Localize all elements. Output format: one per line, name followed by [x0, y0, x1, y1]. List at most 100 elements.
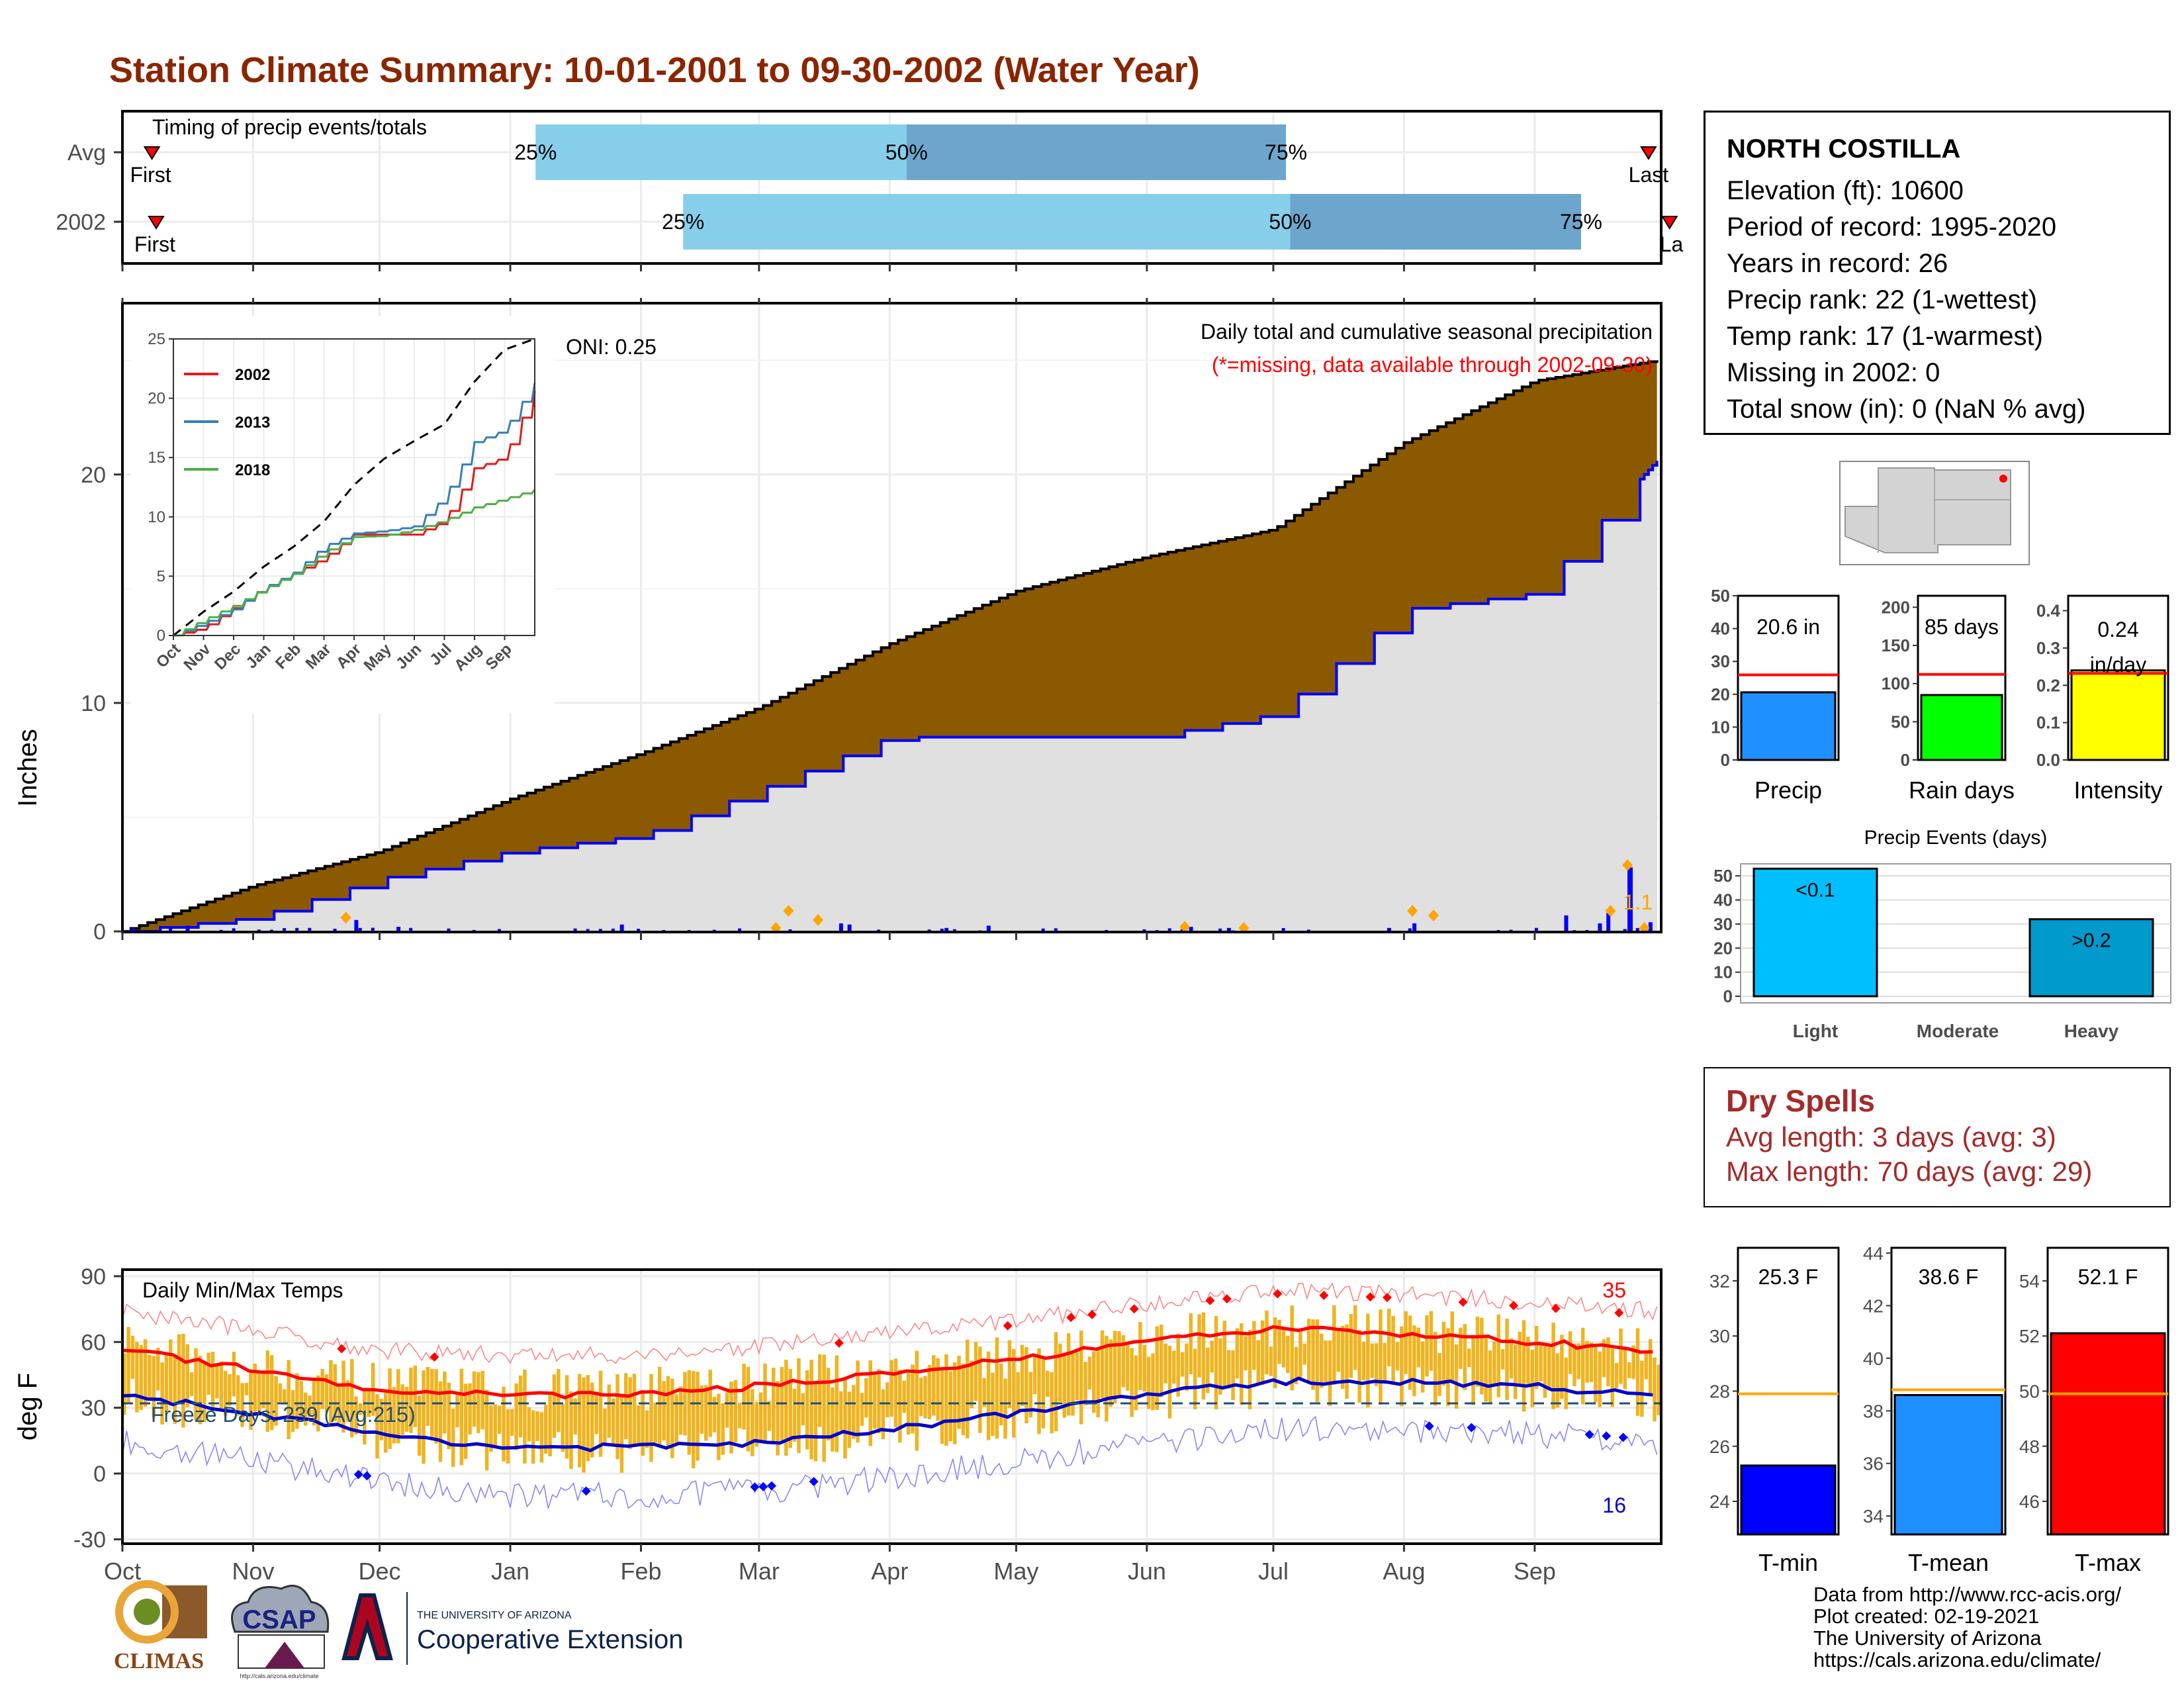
- daily-temp-bar: [1484, 1335, 1488, 1402]
- daily-precip-bar: [637, 929, 641, 931]
- daily-temp-bar: [788, 1369, 792, 1448]
- daily-temp-bar: [1159, 1324, 1163, 1398]
- daily-temp-bar: [1028, 1372, 1033, 1418]
- daily-temp-bar: [1530, 1349, 1535, 1407]
- daily-precip-bar: [1218, 928, 1222, 931]
- csap-text: CSAP: [242, 1605, 316, 1634]
- daily-temp-bar: [1576, 1343, 1581, 1380]
- daily-precip-bar: [952, 929, 956, 931]
- daily-record-marker: [813, 914, 824, 926]
- daily-temp-bar: [1606, 1337, 1610, 1387]
- events-bar-label: >0.2: [2071, 930, 2111, 952]
- summary-ytick-label: 40: [1711, 619, 1730, 639]
- timing-p50-label: 50%: [886, 140, 928, 164]
- daily-temp-bar: [856, 1360, 860, 1443]
- daily-precip-bar: [409, 927, 413, 931]
- inset-legend-label: 2018: [235, 461, 270, 479]
- daily-temp-bar: [1100, 1330, 1105, 1398]
- daily-precip-bar: [1041, 928, 1045, 931]
- daily-temp-bar: [1324, 1340, 1328, 1385]
- record-high-marker: [1129, 1304, 1139, 1314]
- current-cumulative-area: [122, 461, 1657, 931]
- daily-precip-bar: [1408, 928, 1412, 931]
- footer-line: The University of Arizona: [1813, 1626, 2042, 1650]
- daily-temp-bar: [751, 1389, 754, 1456]
- temp-bar-ytick-label: 44: [1863, 1243, 1884, 1264]
- daily-precip-bar: [839, 923, 843, 931]
- temp-bar-T-mean: [1893, 1393, 2003, 1536]
- daily-temp-bar: [1151, 1353, 1155, 1411]
- daily-temp-bar: [1016, 1372, 1020, 1414]
- daily-temp-bar: [565, 1375, 569, 1459]
- daily-temp-bar: [767, 1401, 772, 1431]
- daily-temp-bar: [295, 1373, 299, 1429]
- daily-temp-bar: [219, 1361, 224, 1410]
- dry-spells-avg: Avg length: 3 days (avg: 3): [1726, 1121, 2056, 1152]
- summary-ytick-label: 0: [1721, 750, 1730, 770]
- daily-temp-bar: [1657, 1364, 1661, 1415]
- daily-temp-bar: [1534, 1325, 1539, 1389]
- daily-temp-bar: [754, 1401, 758, 1447]
- daily-temp-bar: [1644, 1352, 1649, 1380]
- daily-temp-bar: [1539, 1342, 1543, 1382]
- daily-temp-bar: [792, 1389, 797, 1442]
- daily-precip-bar: [877, 929, 881, 931]
- daily-temp-bar: [1391, 1315, 1395, 1385]
- daily-temp-bar: [489, 1405, 493, 1452]
- daily-temp-bar: [1619, 1328, 1623, 1384]
- main-note: Daily total and cumulative seasonal prec…: [1201, 320, 1653, 344]
- daily-temp-bar: [978, 1346, 982, 1433]
- temp-bar-xlabel: T-mean: [1908, 1549, 1989, 1576]
- daily-temp-bar: [1631, 1345, 1635, 1380]
- avg-tmax-line: [122, 1325, 1653, 1400]
- timing-p25-label: 25%: [662, 210, 704, 234]
- daily-temp-bar: [463, 1383, 468, 1460]
- daily-temp-bar: [1547, 1346, 1551, 1391]
- daily-temp-bar: [1518, 1331, 1522, 1384]
- summary-value-label: 0.24: [2097, 618, 2138, 641]
- record-max-count: 35: [1602, 1278, 1626, 1302]
- events-ytick-label: 40: [1713, 890, 1733, 910]
- daily-temp-bar: [653, 1403, 658, 1443]
- timing-label: Timing of precip events/totals: [152, 115, 427, 139]
- ua-line1: THE UNIVERSITY OF ARIZONA: [417, 1610, 572, 1621]
- daily-temp-bar: [152, 1356, 156, 1418]
- daily-precip-bar: [598, 929, 602, 931]
- daily-temp-bar: [1079, 1331, 1083, 1425]
- summary-value-unit: in/day: [2090, 653, 2146, 677]
- daily-temp-bar: [691, 1370, 696, 1469]
- temp-bar-T-max: [2050, 1332, 2166, 1536]
- record-high-marker: [1273, 1289, 1283, 1299]
- record-low-marker: [1618, 1432, 1628, 1442]
- daily-temp-bar: [1058, 1343, 1062, 1402]
- daily-temp-bar: [687, 1370, 692, 1455]
- daily-temp-bar: [1066, 1333, 1071, 1416]
- record-high-marker: [1382, 1293, 1392, 1303]
- record-high-marker: [1205, 1295, 1215, 1305]
- footer-line: Data from http://www.rcc-acis.org/: [1813, 1583, 2122, 1606]
- daily-temp-bar: [649, 1374, 653, 1462]
- daily-temp-bar: [1218, 1338, 1222, 1395]
- summary-ytick-label: 0.2: [2036, 675, 2060, 695]
- daily-temp-bar: [1496, 1314, 1501, 1397]
- daily-temp-bar: [569, 1391, 573, 1470]
- daily-temp-bar: [169, 1339, 173, 1406]
- daily-precip-bar: [1623, 929, 1627, 931]
- summary-ytick-label: 150: [1882, 635, 1910, 655]
- daily-temp-bar: [1648, 1339, 1653, 1396]
- daily-temp-bar: [447, 1382, 451, 1450]
- daily-temp-bar: [177, 1334, 181, 1401]
- record-low-marker: [362, 1471, 372, 1481]
- daily-temp-bar: [1627, 1362, 1631, 1378]
- temp-bar-ytick-label: 40: [1863, 1348, 1884, 1369]
- daily-temp-bar: [1505, 1319, 1509, 1400]
- daily-temp-bar: [1273, 1317, 1277, 1389]
- daily-temp-bar: [729, 1382, 733, 1454]
- daily-precip-bar: [447, 928, 451, 931]
- daily-temp-bar: [1370, 1343, 1374, 1378]
- daily-temp-bar: [329, 1360, 333, 1425]
- main-ytick-label: 10: [81, 691, 106, 716]
- daily-temp-bar: [1134, 1355, 1138, 1411]
- main-frame: [121, 302, 1662, 933]
- timing-p25-label: 25%: [514, 140, 557, 164]
